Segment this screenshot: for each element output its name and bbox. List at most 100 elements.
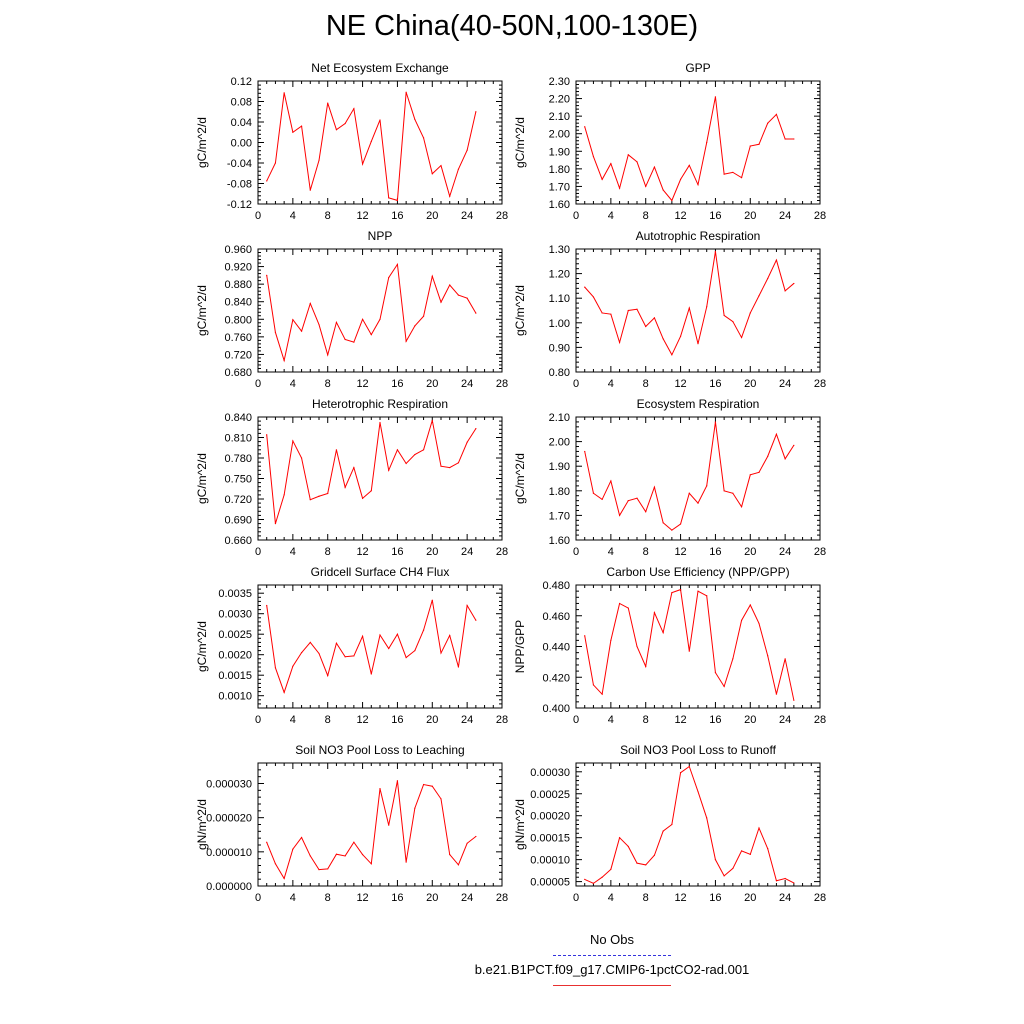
y-tick-label: 0.000020 xyxy=(206,813,252,825)
plot-frame xyxy=(575,416,821,541)
x-tick-label: 4 xyxy=(608,714,614,726)
data-point xyxy=(671,199,673,202)
data-point xyxy=(662,338,664,340)
x-tick-label: 8 xyxy=(643,892,649,904)
x-tick-label: 28 xyxy=(496,714,508,726)
x-tick-label: 20 xyxy=(744,714,756,726)
x-tick-label: 0 xyxy=(573,892,579,904)
series-line xyxy=(584,765,795,884)
data-point xyxy=(671,529,673,531)
x-tick-label: 0 xyxy=(573,378,579,390)
data-point xyxy=(584,635,586,637)
x-tick-label: 12 xyxy=(356,378,368,390)
data-point xyxy=(662,522,664,524)
y-tick-label: 0.680 xyxy=(224,367,252,379)
data-point xyxy=(645,325,647,328)
data-point xyxy=(610,313,612,315)
data-point xyxy=(732,867,734,870)
data-point xyxy=(662,189,664,191)
data-point xyxy=(610,639,612,641)
data-point xyxy=(379,318,381,320)
y-tick-label: 1.80 xyxy=(549,164,570,176)
data-point xyxy=(610,868,612,870)
data-point xyxy=(688,650,690,652)
data-point xyxy=(327,868,329,870)
data-point xyxy=(431,275,433,277)
data-point xyxy=(749,474,751,476)
data-point xyxy=(266,434,268,436)
x-tick-label: 28 xyxy=(496,378,508,390)
x-tick-label: 0 xyxy=(255,892,261,904)
data-point xyxy=(370,673,372,675)
chart-title: GPP xyxy=(685,61,710,75)
data-point xyxy=(274,331,277,334)
y-axis-label: gC/m^2/d xyxy=(513,453,527,504)
data-point xyxy=(723,173,725,175)
x-tick-label: 28 xyxy=(814,546,826,558)
data-point xyxy=(688,492,690,494)
y-tick-label: 0.920 xyxy=(224,262,252,274)
data-point xyxy=(370,863,372,865)
data-point xyxy=(344,122,346,125)
data-point xyxy=(749,145,751,147)
y-tick-label: 0.0025 xyxy=(218,629,252,641)
series-line xyxy=(266,600,477,694)
plot-frame xyxy=(257,584,503,709)
data-point xyxy=(388,276,390,279)
data-point xyxy=(732,320,734,323)
x-tick-label: 16 xyxy=(709,210,721,222)
series-line xyxy=(266,420,477,524)
data-point xyxy=(457,462,460,464)
x-tick-label: 0 xyxy=(255,378,261,390)
data-point xyxy=(475,111,477,113)
data-point xyxy=(379,421,381,424)
plot-frame xyxy=(257,248,503,373)
data-point xyxy=(749,312,751,314)
data-point xyxy=(379,634,381,636)
x-tick-label: 8 xyxy=(325,892,331,904)
data-point xyxy=(422,315,425,317)
data-point xyxy=(266,604,268,607)
x-tick-label: 20 xyxy=(426,714,438,726)
data-point xyxy=(784,138,786,140)
x-tick-label: 28 xyxy=(814,378,826,390)
chart-title: Heterotrophic Respiration xyxy=(312,397,448,411)
data-point xyxy=(292,131,294,133)
x-tick-label: 12 xyxy=(674,546,686,558)
data-point xyxy=(793,882,795,884)
y-tick-label: -0.08 xyxy=(227,179,252,191)
chart-title: Net Ecosystem Exchange xyxy=(311,61,449,75)
y-tick-label: 0.000000 xyxy=(206,881,252,893)
y-tick-label: 0.780 xyxy=(224,453,252,465)
y-tick-label: 0.90 xyxy=(549,342,570,354)
x-tick-label: 20 xyxy=(426,378,438,390)
data-point xyxy=(414,807,416,809)
data-point xyxy=(449,634,451,637)
y-tick-label: 0.960 xyxy=(224,244,252,256)
plot-frame xyxy=(575,762,821,887)
data-point xyxy=(300,652,303,654)
data-point xyxy=(422,783,425,786)
chart-title: Ecosystem Respiration xyxy=(637,397,760,411)
data-point xyxy=(679,589,682,591)
data-point xyxy=(431,599,433,601)
data-point xyxy=(344,486,346,488)
y-tick-label: 0.800 xyxy=(224,314,252,326)
y-tick-label: 2.20 xyxy=(549,94,570,106)
data-point xyxy=(414,650,416,652)
data-point xyxy=(457,864,460,866)
data-point xyxy=(618,837,621,839)
data-point xyxy=(767,848,769,850)
data-point xyxy=(266,274,268,276)
data-point xyxy=(440,164,442,167)
y-tick-label: 1.90 xyxy=(549,146,570,158)
data-point xyxy=(653,612,656,614)
plot-frame xyxy=(257,762,503,887)
x-tick-label: 16 xyxy=(709,546,721,558)
data-point xyxy=(449,853,451,856)
y-tick-label: 0.690 xyxy=(224,515,252,527)
data-point xyxy=(457,666,460,668)
chart-panel-8: Carbon Use Efficiency (NPP/GPP) NPP/GPP 0 4… xyxy=(513,565,826,726)
y-tick-label: 0.00 xyxy=(231,138,252,150)
y-tick-label: 0.840 xyxy=(224,297,252,309)
